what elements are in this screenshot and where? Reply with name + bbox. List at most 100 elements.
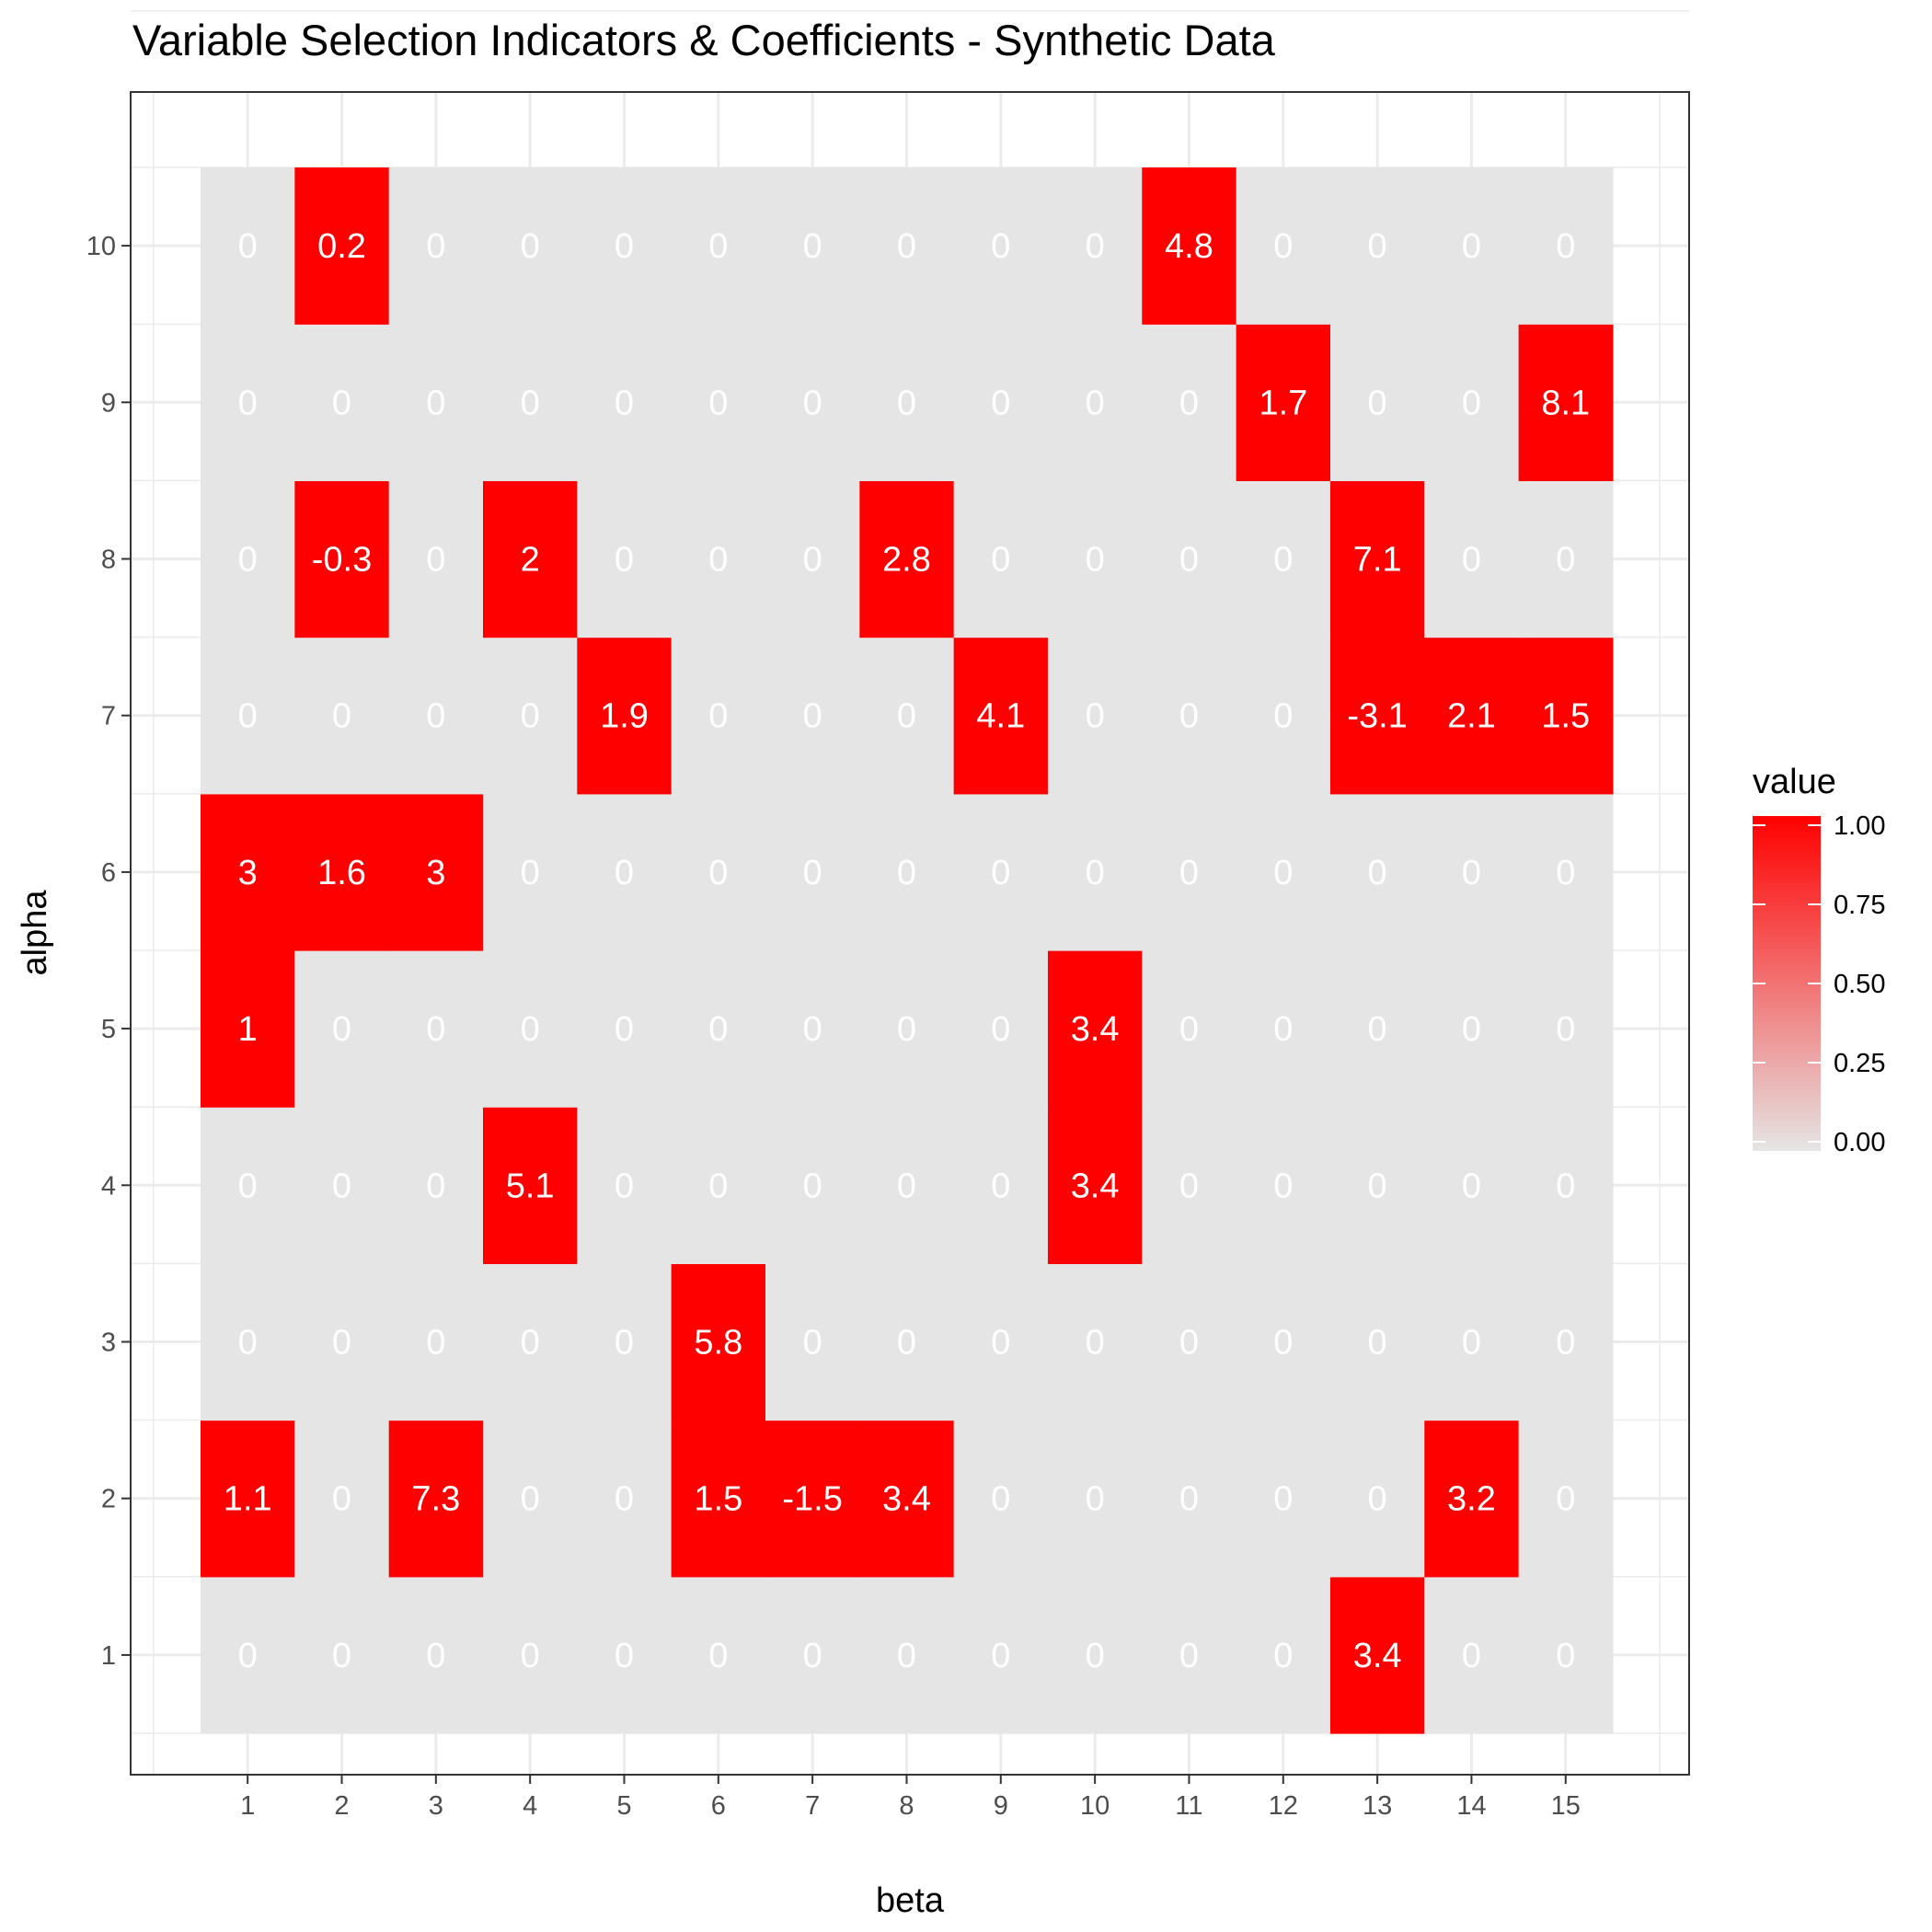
cell-value-label: 0 <box>1273 1167 1293 1205</box>
cell-value-label: 0 <box>1462 1637 1481 1675</box>
x-tick-label: 2 <box>334 1791 349 1821</box>
cell-value-label: 0 <box>1462 1010 1481 1049</box>
cell-value-label: 0 <box>1179 1637 1199 1675</box>
cell-value-label: 0 <box>991 541 1010 580</box>
cell-value-label: 3.4 <box>1353 1637 1402 1675</box>
y-tick-label: 1 <box>101 1641 116 1671</box>
y-axis-title: alpha <box>16 890 54 976</box>
heatmap-cell <box>1424 637 1520 795</box>
heatmap-cell <box>294 1263 390 1421</box>
heatmap-cell <box>1236 1107 1331 1264</box>
heatmap-cell <box>953 1420 1049 1578</box>
legend-ticks: 1.00 0.75 0.50 0.25 0.00 <box>1753 811 1885 1157</box>
cell-value-label: 0 <box>332 697 351 736</box>
heatmap-cell <box>1142 637 1237 795</box>
cell-value-label: 0 <box>803 384 822 422</box>
heatmap-cell <box>201 793 295 951</box>
legend-tick-label: 0.25 <box>1834 1049 1885 1078</box>
cell-value-label: 0 <box>521 1010 540 1049</box>
cell-value-label: 3 <box>426 854 445 892</box>
cell-value-label: 0 <box>1368 1324 1387 1363</box>
heatmap-cell <box>1424 1263 1520 1421</box>
cell-value-label: 1.5 <box>694 1480 742 1519</box>
heatmap-cell <box>859 950 955 1108</box>
heatmap-cell <box>388 1420 484 1578</box>
cell-value-label: 1 <box>238 1010 258 1049</box>
x-tick-label: 12 <box>1269 1791 1298 1821</box>
cell-value-label: 0 <box>1179 1324 1199 1363</box>
cell-value-label: 0 <box>803 227 822 266</box>
y-tick-label: 10 <box>86 232 116 261</box>
heatmap-cell <box>859 1420 955 1578</box>
cell-value-label: 0 <box>1273 1637 1293 1675</box>
cell-value-label: 8.1 <box>1541 384 1590 422</box>
cell-value-label: 3.4 <box>1071 1167 1120 1205</box>
heatmap-cell <box>859 167 955 325</box>
cell-value-label: 0 <box>708 854 728 892</box>
heatmap-cell <box>953 950 1049 1108</box>
cell-value-label: 5.1 <box>506 1167 555 1205</box>
heatmap-cell <box>859 324 955 481</box>
heatmap-cell <box>1518 1420 1614 1578</box>
x-tick-label: 6 <box>711 1791 726 1821</box>
cell-value-label: 0 <box>1368 854 1387 892</box>
heatmap-cell <box>388 950 484 1108</box>
heatmap-cell <box>294 950 390 1108</box>
heatmap-cell <box>388 1576 484 1734</box>
cell-value-label: 0 <box>708 1010 728 1049</box>
heatmap-cell <box>765 480 860 638</box>
y-tick-label: 7 <box>101 702 116 731</box>
legend-tick-label: 0.75 <box>1834 891 1885 920</box>
heatmap-cell <box>1236 793 1331 951</box>
cell-value-label: -1.5 <box>782 1480 842 1519</box>
heatmap-cell <box>1142 324 1237 481</box>
cell-value-label: 1.7 <box>1259 384 1307 422</box>
heatmap-cell <box>482 480 578 638</box>
cell-value-label: 0 <box>1556 1167 1575 1205</box>
heatmap-cell <box>388 167 484 325</box>
cell-value-label: 0 <box>708 1167 728 1205</box>
heatmap-cell <box>201 1107 295 1264</box>
x-tick-label: 1 <box>240 1791 255 1821</box>
heatmap-cell <box>1047 1107 1143 1264</box>
x-axis-title: beta <box>876 1881 945 1920</box>
x-tick-label: 15 <box>1551 1791 1581 1821</box>
heatmap-cell <box>201 637 295 795</box>
cell-value-label: 0 <box>1368 384 1387 422</box>
cell-value-label: 0 <box>521 1480 540 1519</box>
heatmap-cell <box>482 1576 578 1734</box>
cell-value-label: 0 <box>1086 384 1105 422</box>
cell-value-label: 0 <box>897 227 916 266</box>
heatmap-cell <box>201 480 295 638</box>
cell-value-label: 0 <box>1368 1010 1387 1049</box>
heatmap-cell <box>388 793 484 951</box>
heatmap-cell <box>671 1576 766 1734</box>
heatmap-cell <box>1424 167 1520 325</box>
cell-value-label: 0 <box>1556 1324 1575 1363</box>
cell-value-label: 0 <box>1273 854 1293 892</box>
heatmap-cell <box>671 480 766 638</box>
cell-value-label: 0 <box>238 227 258 266</box>
heatmap-cell <box>1142 1420 1237 1578</box>
x-tick-label: 4 <box>523 1791 537 1821</box>
heatmap-cell <box>859 1576 955 1734</box>
heatmap-cell <box>953 167 1049 325</box>
heatmap-cell <box>953 793 1049 951</box>
heatmap-cell <box>1424 1420 1520 1578</box>
heatmap-cell <box>294 637 390 795</box>
cell-value-label: 0 <box>521 384 540 422</box>
cell-value-label: 3.4 <box>882 1480 931 1519</box>
heatmap-cell <box>671 793 766 951</box>
cell-value-label: 0 <box>1086 1637 1105 1675</box>
cell-value-label: 0 <box>1273 541 1293 580</box>
cell-value-label: 0 <box>1462 541 1481 580</box>
heatmap-cell <box>1424 1576 1520 1734</box>
heatmap-cell <box>1329 950 1425 1108</box>
heatmap-cell <box>1142 167 1237 325</box>
cell-value-label: 0 <box>1462 1167 1481 1205</box>
cell-value-label: 0 <box>991 1480 1010 1519</box>
cell-value-label: 0 <box>897 384 916 422</box>
cell-value-label: 0 <box>708 227 728 266</box>
heatmap-cell <box>1518 950 1614 1108</box>
heatmap-cell <box>671 950 766 1108</box>
